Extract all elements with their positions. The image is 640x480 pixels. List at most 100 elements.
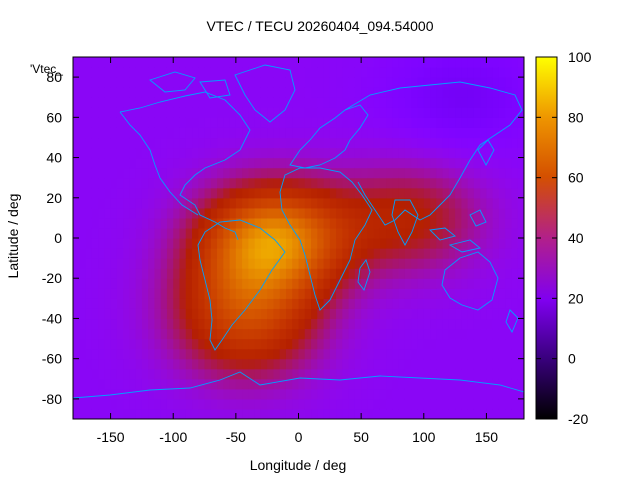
heat-cell <box>386 217 394 229</box>
heat-cell <box>254 87 262 98</box>
coastline-arctic-islands <box>149 71 231 99</box>
heat-cell <box>436 408 444 419</box>
heat-cell <box>473 258 481 269</box>
heat-cell <box>223 107 231 118</box>
heat-cell <box>473 127 481 139</box>
heat-cell <box>336 238 343 249</box>
heat-cell <box>204 77 212 88</box>
heat-cell <box>392 398 400 410</box>
heat-cell <box>141 238 149 249</box>
heat-cell <box>298 368 306 380</box>
heat-cell <box>254 157 262 169</box>
heat-cell <box>342 378 350 390</box>
heat-cell <box>129 167 137 179</box>
heat-cell <box>304 268 312 279</box>
heat-cell <box>480 97 488 108</box>
coastline-asia <box>344 81 523 226</box>
heat-cell <box>91 378 99 390</box>
heat-cell <box>248 87 256 98</box>
heat-cell <box>91 318 99 330</box>
heat-cell <box>123 388 130 400</box>
heat-cell <box>104 248 112 259</box>
heat-cell <box>123 308 130 320</box>
heat-cell <box>285 137 293 149</box>
heat-cell <box>448 167 456 179</box>
heat-cell <box>505 217 513 229</box>
heat-cell <box>505 408 513 419</box>
heat-cell <box>179 197 187 209</box>
heat-cell <box>110 157 118 169</box>
heat-cell <box>116 177 124 189</box>
heat-cell <box>455 378 462 390</box>
heat-cell <box>498 227 506 239</box>
heat-cell <box>430 278 437 289</box>
heat-cell <box>348 348 356 360</box>
heat-cell <box>417 177 425 189</box>
heat-cell <box>442 97 450 108</box>
heat-cell <box>386 67 394 78</box>
heat-cell <box>110 258 118 269</box>
heat-cell <box>373 77 381 88</box>
heat-cell <box>260 348 268 360</box>
heat-cell <box>273 127 281 139</box>
heat-cell <box>323 107 331 118</box>
heat-cell <box>473 137 481 149</box>
heat-cell <box>392 328 400 340</box>
heat-cell <box>79 67 87 78</box>
heat-cell <box>279 67 287 78</box>
heat-cell <box>160 288 168 299</box>
heat-cell <box>448 268 456 279</box>
heat-cell <box>141 388 149 400</box>
heat-cell <box>486 147 494 159</box>
heat-cell <box>160 127 168 139</box>
heat-cell <box>91 147 99 159</box>
heat-cell <box>317 77 325 88</box>
heat-cell <box>342 238 350 249</box>
heat-cell <box>248 268 256 279</box>
heat-cell <box>254 207 262 219</box>
heat-cell <box>210 87 218 98</box>
heat-cell <box>135 298 143 309</box>
heat-cell <box>304 278 312 289</box>
heat-cell <box>329 147 337 159</box>
heat-cell <box>455 308 462 320</box>
heat-cell <box>129 87 137 98</box>
heat-cell <box>292 187 300 199</box>
heat-cell <box>254 348 262 360</box>
heat-cell <box>373 57 381 68</box>
heat-cell <box>367 258 375 269</box>
heat-cell <box>73 67 80 78</box>
heat-cell <box>386 207 394 219</box>
heat-cell <box>123 137 130 149</box>
heat-cell <box>467 388 475 400</box>
heat-cell <box>311 328 318 340</box>
heat-cell <box>110 137 118 149</box>
heat-cell <box>467 338 475 350</box>
heat-cell <box>198 197 206 209</box>
heat-cell <box>361 328 368 340</box>
heat-cell <box>517 217 524 229</box>
heat-cell <box>198 338 206 350</box>
heat-cell <box>473 318 481 330</box>
heat-cell <box>298 328 306 340</box>
heat-cell <box>486 207 494 219</box>
heat-cell <box>392 177 400 189</box>
heat-cell <box>85 57 93 68</box>
heat-cell <box>342 57 350 68</box>
heat-cell <box>242 207 249 219</box>
heat-cell <box>235 368 243 380</box>
heat-cell <box>317 137 325 149</box>
heat-cell <box>285 97 293 108</box>
heat-cell <box>448 107 456 118</box>
heat-cell <box>511 197 519 209</box>
heat-cell <box>311 278 318 289</box>
heat-cell <box>404 348 412 360</box>
heat-cell <box>517 87 524 98</box>
heat-cell <box>273 77 281 88</box>
heat-cell <box>342 398 350 410</box>
heat-cell <box>436 137 444 149</box>
heat-cell <box>304 147 312 159</box>
heat-cell <box>110 187 118 199</box>
heat-cell <box>373 107 381 118</box>
heat-cell <box>198 288 206 299</box>
